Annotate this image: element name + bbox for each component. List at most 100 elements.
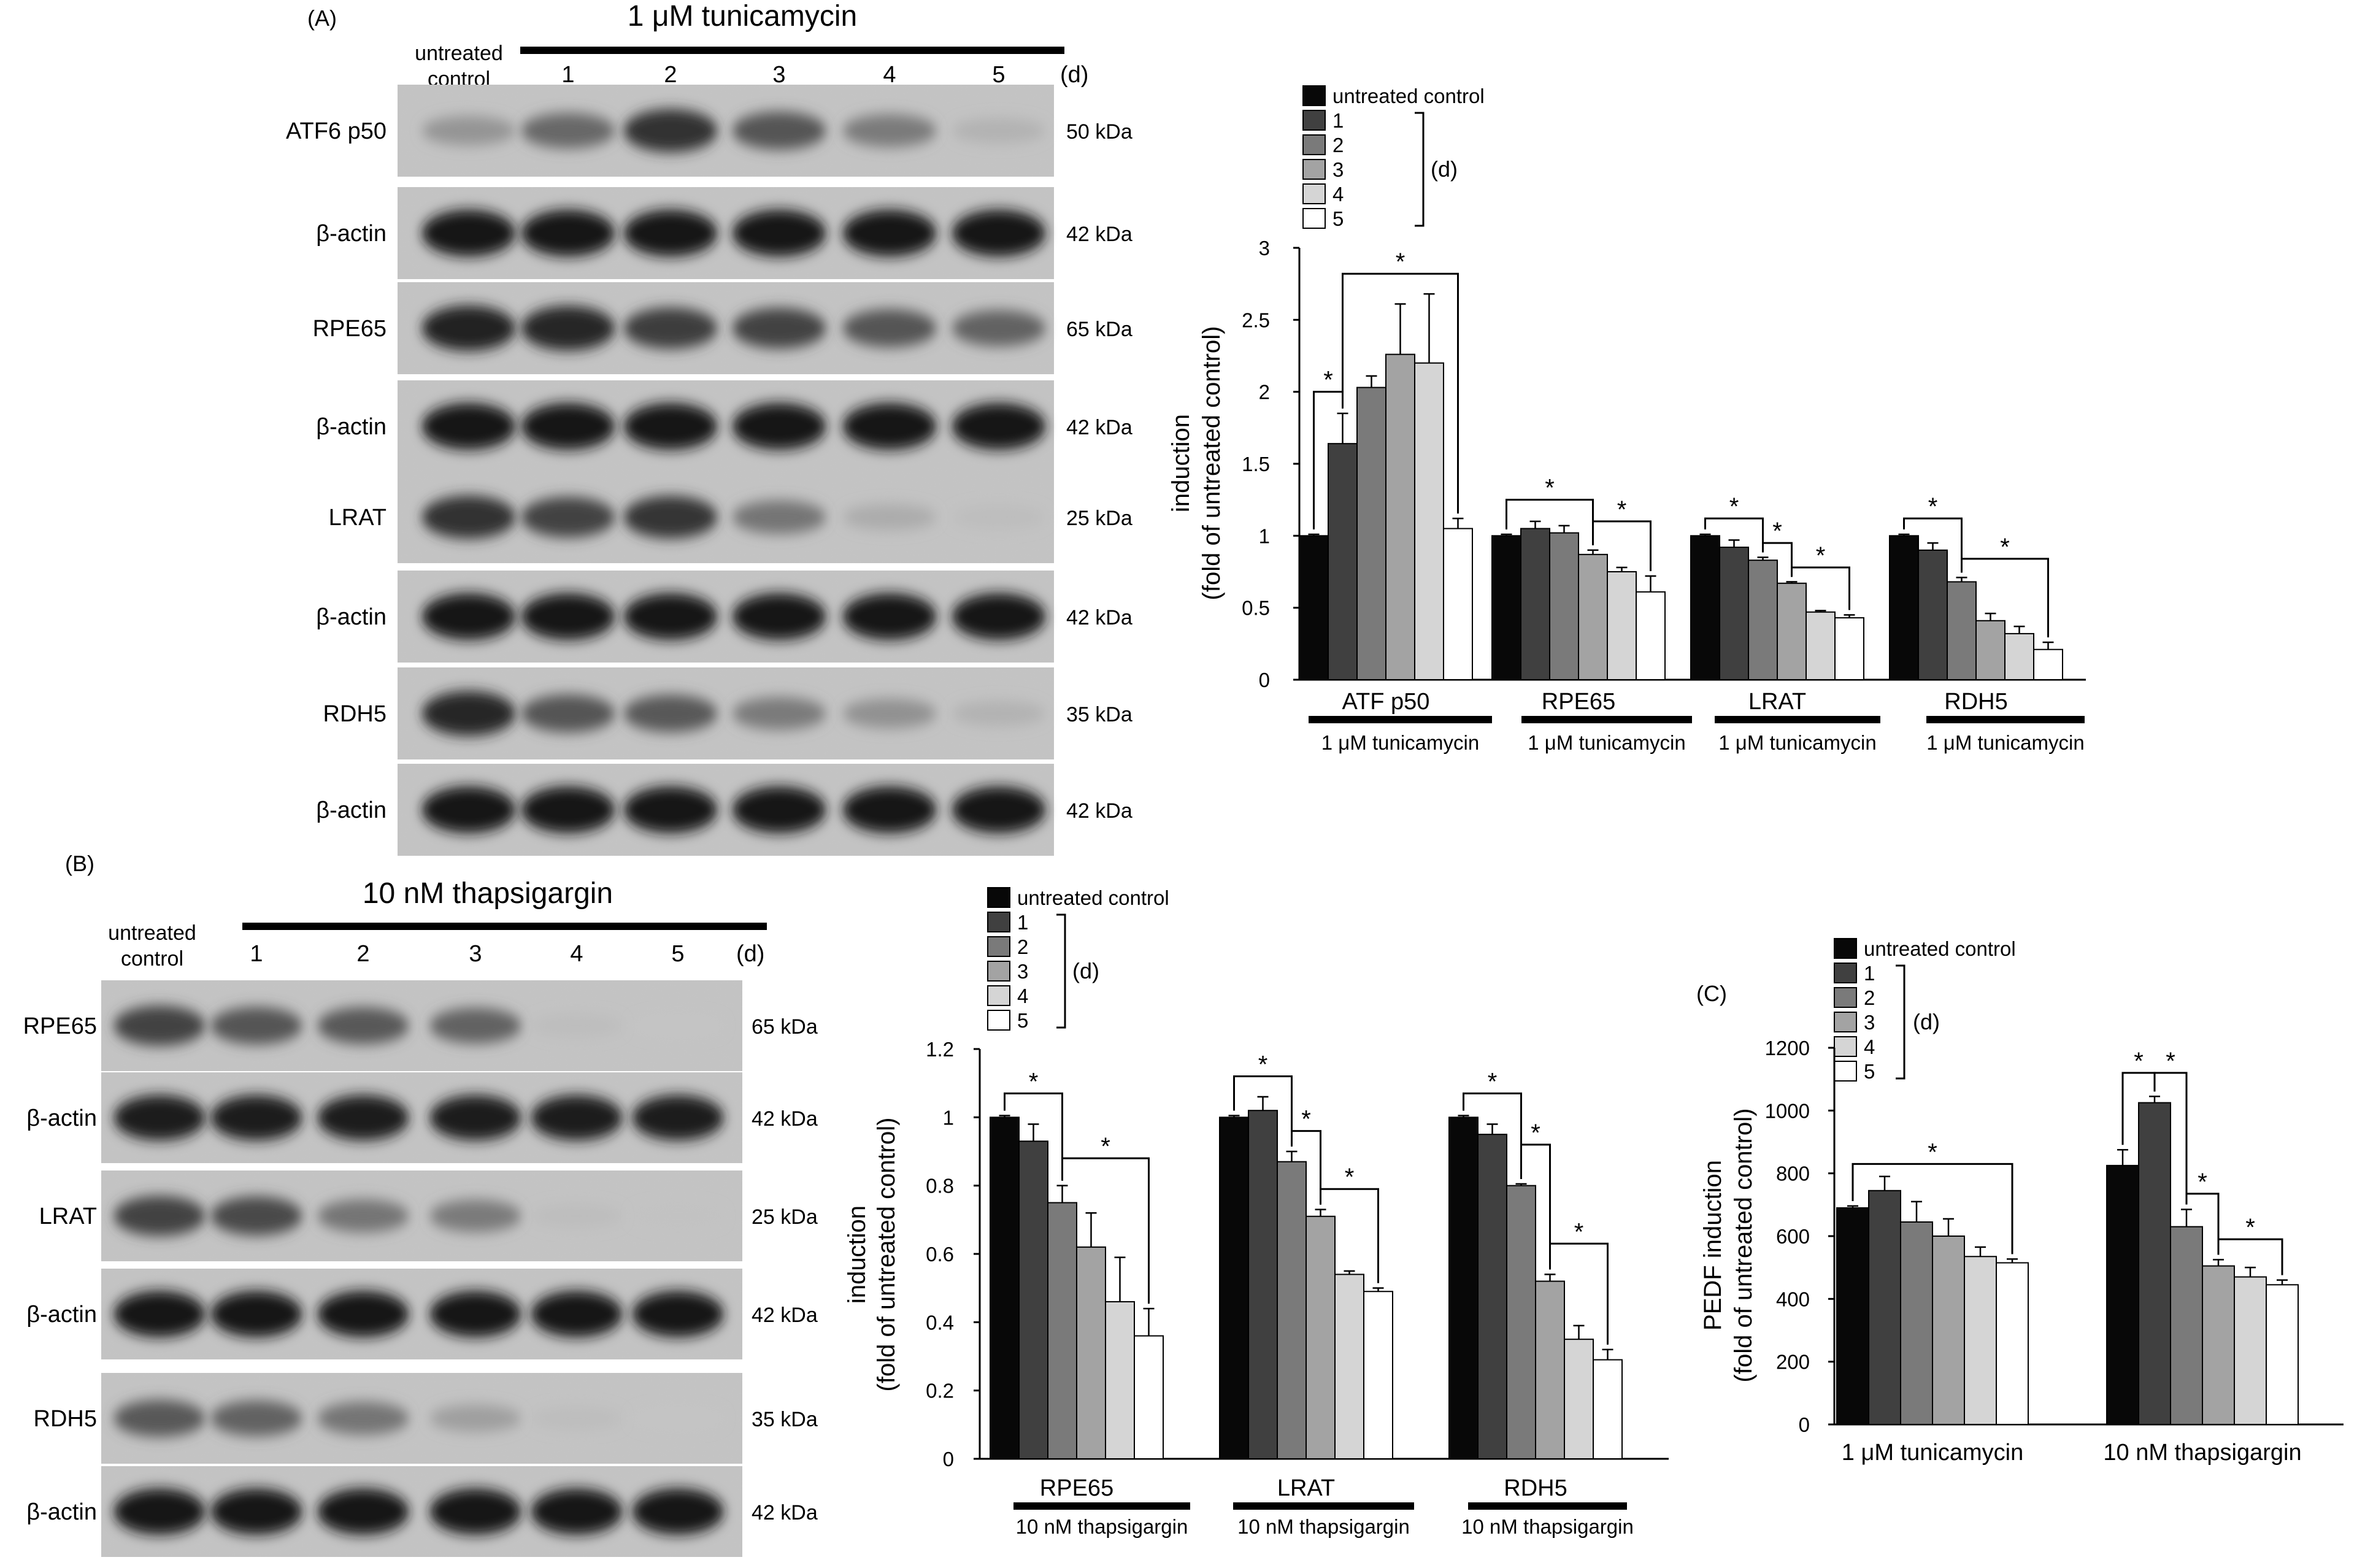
bar [1947,581,1977,681]
protein-label: β-actin [316,221,386,247]
significance-star: * [1301,1106,1311,1133]
blot-row: β-actin 42 kDa [26,1072,818,1163]
blot-band [210,1291,302,1337]
bar [1477,1134,1507,1459]
blot-band [952,118,1046,144]
blot-band [521,786,615,833]
protein-label: LRAT [39,1204,97,1229]
blot-band [531,1291,623,1337]
y-tick-label: 1000 [1765,1099,1810,1122]
significance-bracket [1762,542,1793,577]
bar [1889,535,1919,680]
significance-star: * [2000,534,2010,561]
blot-band [632,1095,724,1140]
significance-bracket [2185,1193,2220,1255]
blot-band [421,495,516,539]
bar [1964,1256,1997,1425]
bar [1299,535,1329,680]
y-tick-label: 1 [943,1106,954,1129]
y-tick-label: 800 [1776,1163,1810,1185]
legend-label: 3 [1864,1011,1875,1034]
bar [2170,1226,2203,1426]
significance-bracket [1233,1075,1293,1147]
protein-label: RPE65 [313,316,386,342]
significance-star: * [1323,367,1333,394]
bar [1356,386,1386,680]
blot-row: β-actin 42 kDa [26,1269,818,1359]
blot-band [421,210,516,256]
significance-bracket [2217,1238,2283,1275]
protein-label: β-actin [26,1105,97,1131]
blot-band [623,307,718,349]
blot-band [421,786,516,833]
treatment-bar [242,923,767,930]
blot-band [623,593,718,640]
bar [1306,1215,1336,1460]
significance-star: * [1029,1068,1039,1095]
blot-band [521,403,615,450]
blot-band [531,1488,623,1535]
kda-label: 35 kDa [752,1408,818,1431]
kda-label: 65 kDa [1066,318,1133,341]
bar [1593,1359,1623,1459]
lane-label: 2 [356,941,369,967]
y-tick-label: 0.5 [1242,597,1270,620]
blot-band [429,1007,521,1044]
y-axis-title-line1: PEDF induction [1699,1160,1726,1331]
lane-label: 5 [992,62,1005,88]
blot-band [210,1488,302,1535]
kda-label: 65 kDa [752,1015,818,1039]
blot-band [623,496,718,539]
bar [1578,553,1608,681]
y-tick-label: 3 [1259,237,1270,259]
legend-swatch [987,961,1010,982]
legend-label: 2 [1864,986,1875,1009]
legend-label: 3 [1017,960,1028,983]
group-sublabel: 10 nM thapsigargin [1461,1515,1634,1538]
significance-bracket [1291,1130,1321,1205]
bar [1834,617,1864,680]
bar [1334,1274,1364,1459]
significance-bracket [2153,1072,2188,1205]
legend-swatch [1834,987,1857,1008]
legend-swatch [1834,1061,1857,1082]
group-sublabel: 10 nM thapsigargin [1237,1515,1410,1538]
blot-band [429,1488,521,1535]
significance-star: * [1488,1068,1498,1095]
significance-bracket [1549,1242,1609,1345]
bar [1277,1161,1307,1459]
bar [1805,611,1836,680]
significance-star: * [1531,1120,1540,1147]
significance-bracket [1852,1163,2013,1255]
legend-days-label: (d) [1431,156,1458,182]
bar-chart-panel-b: untreated control12345(d)00.20.40.60.811… [844,886,1669,1538]
legend-swatch [1302,110,1326,131]
kda-label: 42 kDa [1066,416,1133,439]
kda-label: 42 kDa [1066,223,1133,246]
group-label: RDH5 [1504,1475,1567,1501]
blot-band [952,593,1046,640]
blot-band [842,210,937,256]
blot-band [952,701,1046,726]
legend-days-bracket [1056,913,1066,1029]
blot-band [531,1204,623,1228]
blot-band [952,210,1046,256]
y-tick-label: 600 [1776,1225,1810,1248]
blot-band [952,403,1046,450]
bar [1975,620,2005,681]
y-tick-label: 0.2 [926,1380,954,1402]
protein-label: β-actin [316,797,386,823]
blot-row: β-actin 42 kDa [316,380,1133,472]
panel-label: (C) [1696,981,1727,1006]
blot-band [732,786,826,833]
blot-band [113,1488,206,1535]
blot-band [842,698,937,729]
blot-band [732,593,826,640]
blot-band [521,306,615,351]
bar [1748,559,1778,681]
bar [1520,528,1550,680]
kda-label: 50 kDa [1066,120,1133,144]
legend-label: 4 [1017,985,1028,1007]
blot-band [113,1005,206,1046]
